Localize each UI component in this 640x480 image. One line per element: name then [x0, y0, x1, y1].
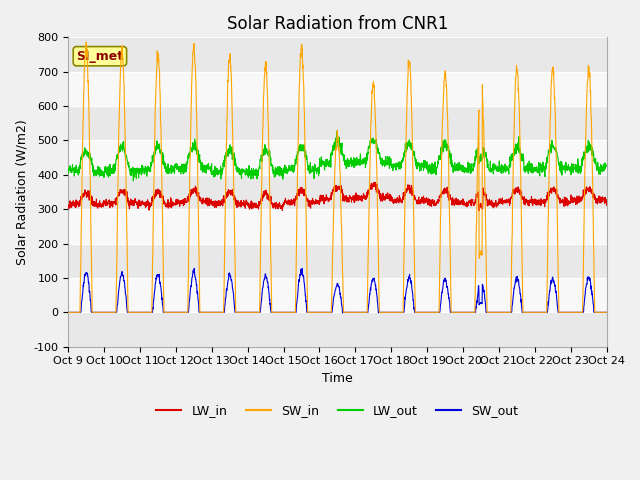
SW_in — [603, 310, 611, 315]
Text: SI_met: SI_met — [76, 50, 124, 63]
LW_in — [494, 201, 502, 206]
Line: LW_in: LW_in — [68, 182, 607, 211]
LW_out — [556, 160, 563, 166]
X-axis label: Time: Time — [322, 372, 353, 385]
LW_in — [570, 194, 578, 200]
LW_out — [494, 168, 502, 174]
LW_out — [65, 168, 72, 174]
Bar — [68, 72, 607, 106]
LW_out — [603, 163, 611, 169]
LW_in — [65, 204, 72, 210]
Bar — [68, 141, 607, 175]
LW_out — [333, 129, 341, 134]
LW_in — [556, 197, 563, 203]
Bar — [68, 175, 607, 209]
SW_in — [65, 310, 72, 315]
LW_out — [129, 178, 137, 184]
LW_in — [353, 192, 360, 197]
Bar — [68, 243, 607, 278]
SW_in — [215, 310, 223, 315]
Line: LW_out: LW_out — [68, 132, 607, 181]
LW_out — [215, 168, 223, 173]
SW_out — [365, 301, 372, 307]
Legend: LW_in, SW_in, LW_out, SW_out: LW_in, SW_in, LW_out, SW_out — [152, 399, 524, 422]
LW_out — [353, 159, 361, 165]
Bar — [68, 106, 607, 141]
SW_out — [603, 310, 611, 315]
SW_in — [83, 39, 90, 45]
SW_in — [353, 310, 361, 315]
SW_in — [556, 310, 563, 315]
LW_in — [365, 192, 372, 197]
Bar — [68, 37, 607, 72]
Y-axis label: Solar Radiation (W/m2): Solar Radiation (W/m2) — [15, 119, 28, 265]
SW_out — [339, 310, 346, 316]
SW_out — [570, 310, 578, 315]
LW_in — [372, 180, 380, 185]
Title: Solar Radiation from CNR1: Solar Radiation from CNR1 — [227, 15, 448, 33]
SW_out — [65, 310, 72, 315]
LW_out — [570, 166, 578, 172]
SW_out — [215, 310, 223, 315]
SW_out — [494, 310, 502, 315]
LW_in — [476, 208, 483, 214]
SW_out — [353, 310, 361, 315]
SW_in — [494, 310, 502, 315]
LW_in — [603, 203, 611, 208]
Bar — [68, 278, 607, 312]
SW_in — [365, 230, 372, 236]
Line: SW_in: SW_in — [68, 42, 607, 312]
Line: SW_out: SW_out — [68, 268, 607, 313]
SW_out — [556, 310, 563, 315]
LW_out — [365, 145, 372, 151]
SW_in — [570, 310, 578, 315]
Bar — [68, 209, 607, 243]
LW_in — [214, 203, 222, 209]
Bar — [68, 312, 607, 347]
SW_out — [190, 265, 198, 271]
